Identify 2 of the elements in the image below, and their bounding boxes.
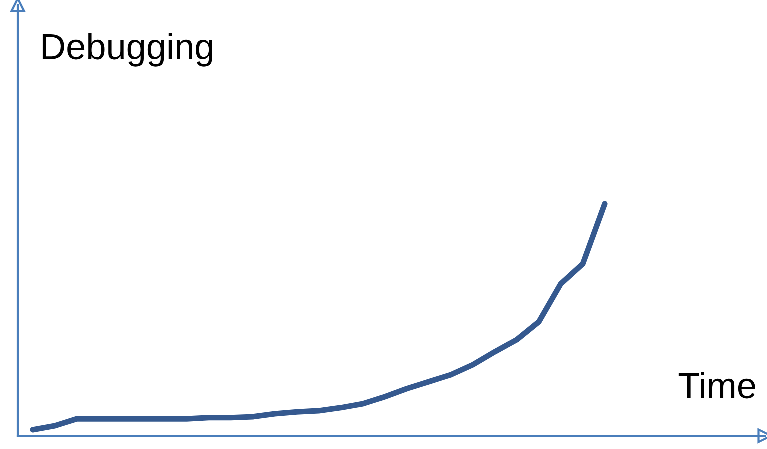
x-axis-title: Time [678, 372, 756, 399]
y-axis-title: Debugging [42, 33, 212, 67]
